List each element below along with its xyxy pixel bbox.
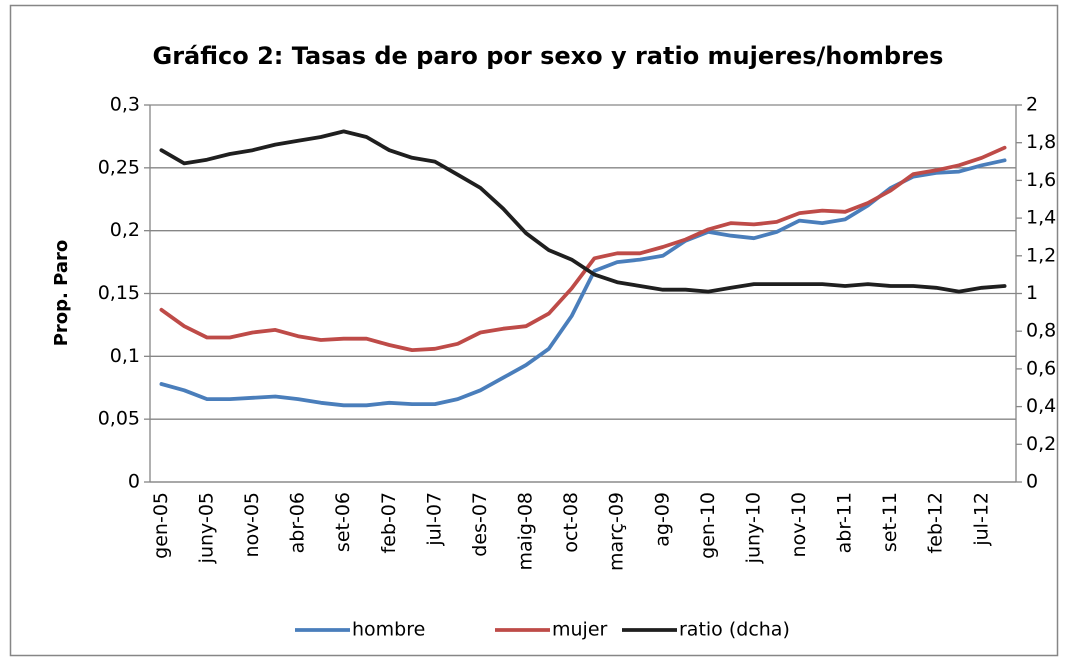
y-tick-label: 0,2 <box>110 219 140 241</box>
legend-label: mujer <box>552 619 608 641</box>
line-series <box>159 129 1007 294</box>
y2-tick-label: 0,6 <box>1026 357 1056 379</box>
x-tick-label: abr-11 <box>834 492 856 553</box>
y2-tick-label: 0,8 <box>1026 320 1056 342</box>
x-tick-label: gen-05 <box>150 492 172 559</box>
y2-tick-label: 2 <box>1026 94 1038 116</box>
x-tick-label: des-07 <box>469 492 491 557</box>
x-tick-label: jul-12 <box>970 492 992 547</box>
legend-label: ratio (dcha) <box>679 619 790 641</box>
x-tick-label: juny-05 <box>195 492 217 564</box>
y2-tick-label: 1,6 <box>1026 169 1056 191</box>
x-tick-label: març-09 <box>606 492 628 571</box>
x-tick-label: abr-06 <box>287 492 309 553</box>
x-tick-label: nov-05 <box>241 492 263 557</box>
y2-tick-label: 1,4 <box>1026 207 1056 229</box>
chart-border <box>9 4 1059 657</box>
x-tick-label: feb-07 <box>378 492 400 553</box>
x-tick-label: juny-10 <box>742 492 764 564</box>
y-tick-label: 0,25 <box>98 156 140 178</box>
legend-label: hombre <box>352 619 425 641</box>
x-tick-label: feb-12 <box>925 492 947 553</box>
y-axis-label: Prop. Paro <box>51 240 72 347</box>
y2-tick-label: 0 <box>1026 471 1038 493</box>
y2-tick-label: 1,2 <box>1026 244 1056 266</box>
chart-title: Gráfico 2: Tasas de paro por sexo y rati… <box>153 42 944 70</box>
x-tick-label: set-06 <box>332 492 354 552</box>
y2-tick-label: 1 <box>1026 282 1038 304</box>
x-tick-label: maig-08 <box>515 492 537 571</box>
y2-tick-label: 1,8 <box>1026 131 1056 153</box>
y2-tick-label: 0,2 <box>1026 433 1056 455</box>
x-tick-label: set-11 <box>879 492 901 552</box>
x-tick-label: nov-10 <box>788 492 810 557</box>
y-tick-label: 0,15 <box>98 282 140 304</box>
y-tick-label: 0 <box>128 471 140 493</box>
x-tick-label: ag-09 <box>651 492 673 547</box>
x-tick-label: gen-10 <box>697 492 719 559</box>
y2-tick-label: 0,4 <box>1026 395 1056 417</box>
line-series <box>159 145 1007 352</box>
y-tick-label: 0,3 <box>110 94 140 116</box>
x-tick-label: jul-07 <box>423 492 445 547</box>
y-tick-label: 0,05 <box>98 408 140 430</box>
y-tick-label: 0,1 <box>110 345 140 367</box>
line-series <box>159 158 1007 408</box>
x-tick-label: oct-08 <box>560 492 582 553</box>
